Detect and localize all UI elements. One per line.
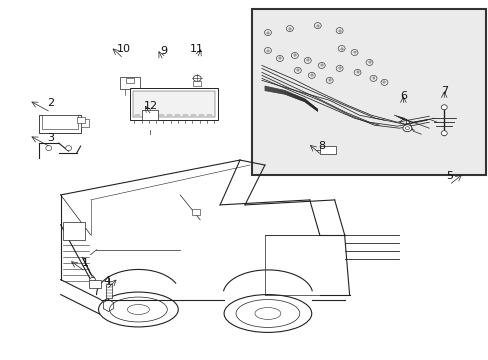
Text: 5: 5 (445, 171, 452, 181)
Ellipse shape (99, 292, 178, 327)
Text: 1: 1 (82, 258, 89, 268)
Ellipse shape (264, 30, 271, 36)
Ellipse shape (318, 62, 325, 68)
Text: 10: 10 (116, 45, 130, 54)
Ellipse shape (264, 48, 271, 54)
Bar (105, 284, 111, 298)
Ellipse shape (193, 75, 201, 81)
Ellipse shape (369, 75, 376, 81)
Ellipse shape (89, 278, 95, 282)
Ellipse shape (224, 294, 311, 332)
Ellipse shape (440, 131, 447, 136)
Bar (120, 77, 140, 89)
Bar (62, 222, 84, 240)
Ellipse shape (402, 125, 411, 132)
Text: 11: 11 (190, 45, 204, 54)
Ellipse shape (109, 297, 167, 322)
Bar (39, 115, 81, 133)
Text: 6: 6 (399, 91, 406, 101)
Bar (142, 110, 158, 120)
Text: 8: 8 (318, 141, 325, 151)
Text: 3: 3 (47, 133, 54, 143)
Bar (192, 209, 200, 215)
Ellipse shape (314, 23, 321, 28)
Bar (88, 280, 101, 288)
Ellipse shape (65, 146, 72, 150)
Ellipse shape (291, 53, 298, 58)
Bar (41, 115, 78, 129)
Bar (251, 9, 485, 175)
Bar (126, 78, 134, 84)
Ellipse shape (304, 58, 310, 63)
Text: 7: 7 (440, 86, 447, 96)
Ellipse shape (440, 105, 447, 110)
Bar (133, 91, 215, 117)
Ellipse shape (294, 67, 301, 73)
Ellipse shape (254, 307, 280, 319)
Bar (77, 117, 84, 123)
Ellipse shape (337, 45, 345, 51)
Text: 12: 12 (144, 101, 158, 111)
Bar (81, 119, 88, 127)
Ellipse shape (380, 80, 387, 85)
Bar (130, 88, 218, 120)
Ellipse shape (335, 66, 343, 71)
Ellipse shape (325, 77, 332, 84)
Ellipse shape (276, 55, 283, 62)
Bar (193, 81, 201, 86)
Ellipse shape (46, 146, 52, 150)
Text: 9: 9 (160, 46, 166, 57)
Text: 2: 2 (47, 98, 54, 108)
Bar (319, 146, 335, 154)
Ellipse shape (286, 26, 293, 32)
Ellipse shape (366, 59, 372, 66)
Ellipse shape (236, 300, 299, 328)
Ellipse shape (127, 305, 149, 315)
Ellipse shape (307, 72, 315, 78)
Ellipse shape (353, 69, 360, 75)
Ellipse shape (350, 50, 357, 55)
Ellipse shape (405, 127, 408, 130)
Text: 4: 4 (103, 276, 110, 285)
Ellipse shape (335, 28, 343, 33)
